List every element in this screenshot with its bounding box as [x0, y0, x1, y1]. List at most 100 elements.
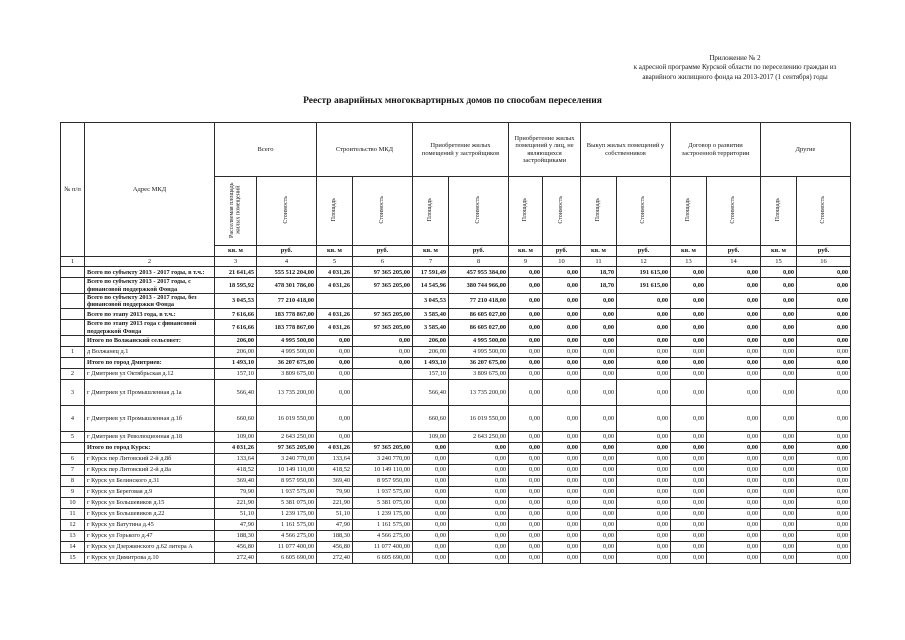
- row-value-cell: 0,00: [796, 277, 851, 294]
- row-value-cell: 3 809 675,00: [256, 367, 317, 380]
- row-value-cell: 0,00: [616, 441, 671, 454]
- row-num-cell: [60, 356, 85, 369]
- row-value-cell: 1 239 175,00: [352, 507, 413, 520]
- row-value-cell: 0,00: [508, 266, 543, 279]
- table-row: Итого по Волжанский сельсовет: 206,00 4 99…: [60, 334, 851, 347]
- row-value-cell: 0,00: [670, 463, 707, 476]
- row-num-cell: 13: [60, 529, 85, 542]
- row-value-cell: 0,00: [706, 277, 761, 294]
- row-value-cell: 0,00: [412, 551, 449, 564]
- row-value-cell: 47,90: [214, 518, 257, 531]
- row-value-cell: 0,00: [616, 507, 671, 520]
- subcol-header-cost: Стоимость: [256, 175, 317, 247]
- row-value-cell: 0,00: [542, 266, 581, 279]
- row-value-cell: 4 031,26: [316, 441, 353, 454]
- row-value-cell: 4 031,26: [214, 441, 257, 454]
- row-address-cell: Всего по субъекту 2013 - 2017 годы, без …: [84, 292, 215, 310]
- subcol-header-area: Площадь: [580, 175, 617, 247]
- row-value-cell: 0,00: [508, 378, 543, 406]
- row-value-cell: 0,00: [580, 345, 617, 358]
- row-value-cell: 3 585,40: [412, 319, 449, 336]
- row-value-cell: 0,00: [760, 496, 797, 509]
- table-row: Всего по субъекту 2013 - 2017 годы, без …: [60, 292, 851, 310]
- subcol-header-label: Площадь: [595, 198, 602, 222]
- row-value-cell: 0,00: [448, 551, 509, 564]
- subcol-header-area: Площадь: [670, 175, 707, 247]
- row-value-cell: 221,90: [214, 496, 257, 509]
- row-value-cell: 0,00: [706, 529, 761, 542]
- row-value-cell: 0,00: [580, 404, 617, 432]
- row-value-cell: 4 995 500,00: [448, 334, 509, 347]
- row-value-cell: 97 365 205,00: [352, 266, 413, 279]
- row-value-cell: 4 031,26: [316, 319, 353, 336]
- row-value-cell: 0,00: [542, 292, 581, 310]
- row-value-cell: 0,00: [542, 551, 581, 564]
- row-value-cell: 0,00: [706, 430, 761, 443]
- row-num-cell: 9: [60, 485, 85, 498]
- row-value-cell: 0,00: [542, 277, 581, 294]
- row-value-cell: 0,00: [448, 540, 509, 553]
- row-value-cell: 0,00: [508, 319, 543, 336]
- row-value-cell: 0,00: [508, 485, 543, 498]
- row-value-cell: 0,00: [580, 319, 617, 336]
- row-value-cell: 1 937 575,00: [352, 485, 413, 498]
- row-value-cell: 0,00: [760, 266, 797, 279]
- row-value-cell: 0,00: [670, 367, 707, 380]
- row-num-cell: [60, 441, 85, 454]
- subcol-header-label: Стоимость: [379, 196, 386, 224]
- row-value-cell: 0,00: [316, 367, 353, 380]
- row-address-cell: г Дмитриев ул Промышленная д.1а: [84, 378, 215, 406]
- subcol-header-label: Стоимость: [283, 196, 290, 224]
- row-value-cell: 0,00: [352, 356, 413, 369]
- table-row: 12 г Курск ул Ватутина д.45 47,90 1 161 575…: [60, 518, 851, 531]
- row-value-cell: 0,00: [670, 529, 707, 542]
- row-value-cell: 157,10: [412, 367, 449, 380]
- row-value-cell: 0,00: [412, 474, 449, 487]
- row-address-cell: Всего по этапу 2013 года, в т.ч.:: [84, 308, 215, 321]
- unit-area: кв. м: [508, 245, 543, 257]
- col-number: 13: [670, 255, 707, 268]
- row-value-cell: 0,00: [580, 356, 617, 369]
- row-value-cell: 0,00: [580, 441, 617, 454]
- row-value-cell: 0,00: [760, 551, 797, 564]
- row-value-cell: 5 381 075,00: [352, 496, 413, 509]
- row-value-cell: 0,00: [706, 266, 761, 279]
- row-value-cell: 0,00: [352, 345, 413, 358]
- row-value-cell: 0,00: [580, 463, 617, 476]
- row-address-cell: Всего по субъекту 2013 - 2017 годы, в т.…: [84, 266, 215, 279]
- row-value-cell: 0,00: [670, 266, 707, 279]
- row-value-cell: 3 585,40: [412, 308, 449, 321]
- col-number: 3: [214, 255, 257, 268]
- row-value-cell: 0,00: [412, 507, 449, 520]
- row-value-cell: [316, 292, 353, 310]
- row-value-cell: 0,00: [706, 518, 761, 531]
- subcol-header-cost: Стоимость: [448, 175, 509, 247]
- row-value-cell: 0,00: [352, 334, 413, 347]
- row-value-cell: 86 605 027,00: [448, 319, 509, 336]
- row-value-cell: 0,00: [542, 334, 581, 347]
- subcol-header-area: Расселяемая площадь жилых помещений: [214, 175, 257, 247]
- row-value-cell: 0,00: [670, 308, 707, 321]
- row-value-cell: 0,00: [670, 292, 707, 310]
- row-value-cell: 51,10: [214, 507, 257, 520]
- row-value-cell: 0,00: [706, 356, 761, 369]
- row-value-cell: 3 240 770,00: [256, 452, 317, 465]
- row-value-cell: 0,00: [760, 441, 797, 454]
- row-num-cell: 4: [60, 404, 85, 432]
- row-value-cell: 21 641,45: [214, 266, 257, 279]
- row-value-cell: 16 019 550,00: [256, 404, 317, 432]
- row-address-cell: г Дмитриев ул Промышленная д.1б: [84, 404, 215, 432]
- row-value-cell: 0,00: [542, 529, 581, 542]
- col-number: 6: [352, 255, 413, 268]
- row-value-cell: 0,00: [706, 540, 761, 553]
- unit-area: кв. м: [316, 245, 353, 257]
- row-value-cell: 0,00: [316, 378, 353, 406]
- subcol-header-area: Площадь: [760, 175, 797, 247]
- unit-area: кв. м: [412, 245, 449, 257]
- row-value-cell: 0,00: [670, 378, 707, 406]
- row-value-cell: 0,00: [580, 507, 617, 520]
